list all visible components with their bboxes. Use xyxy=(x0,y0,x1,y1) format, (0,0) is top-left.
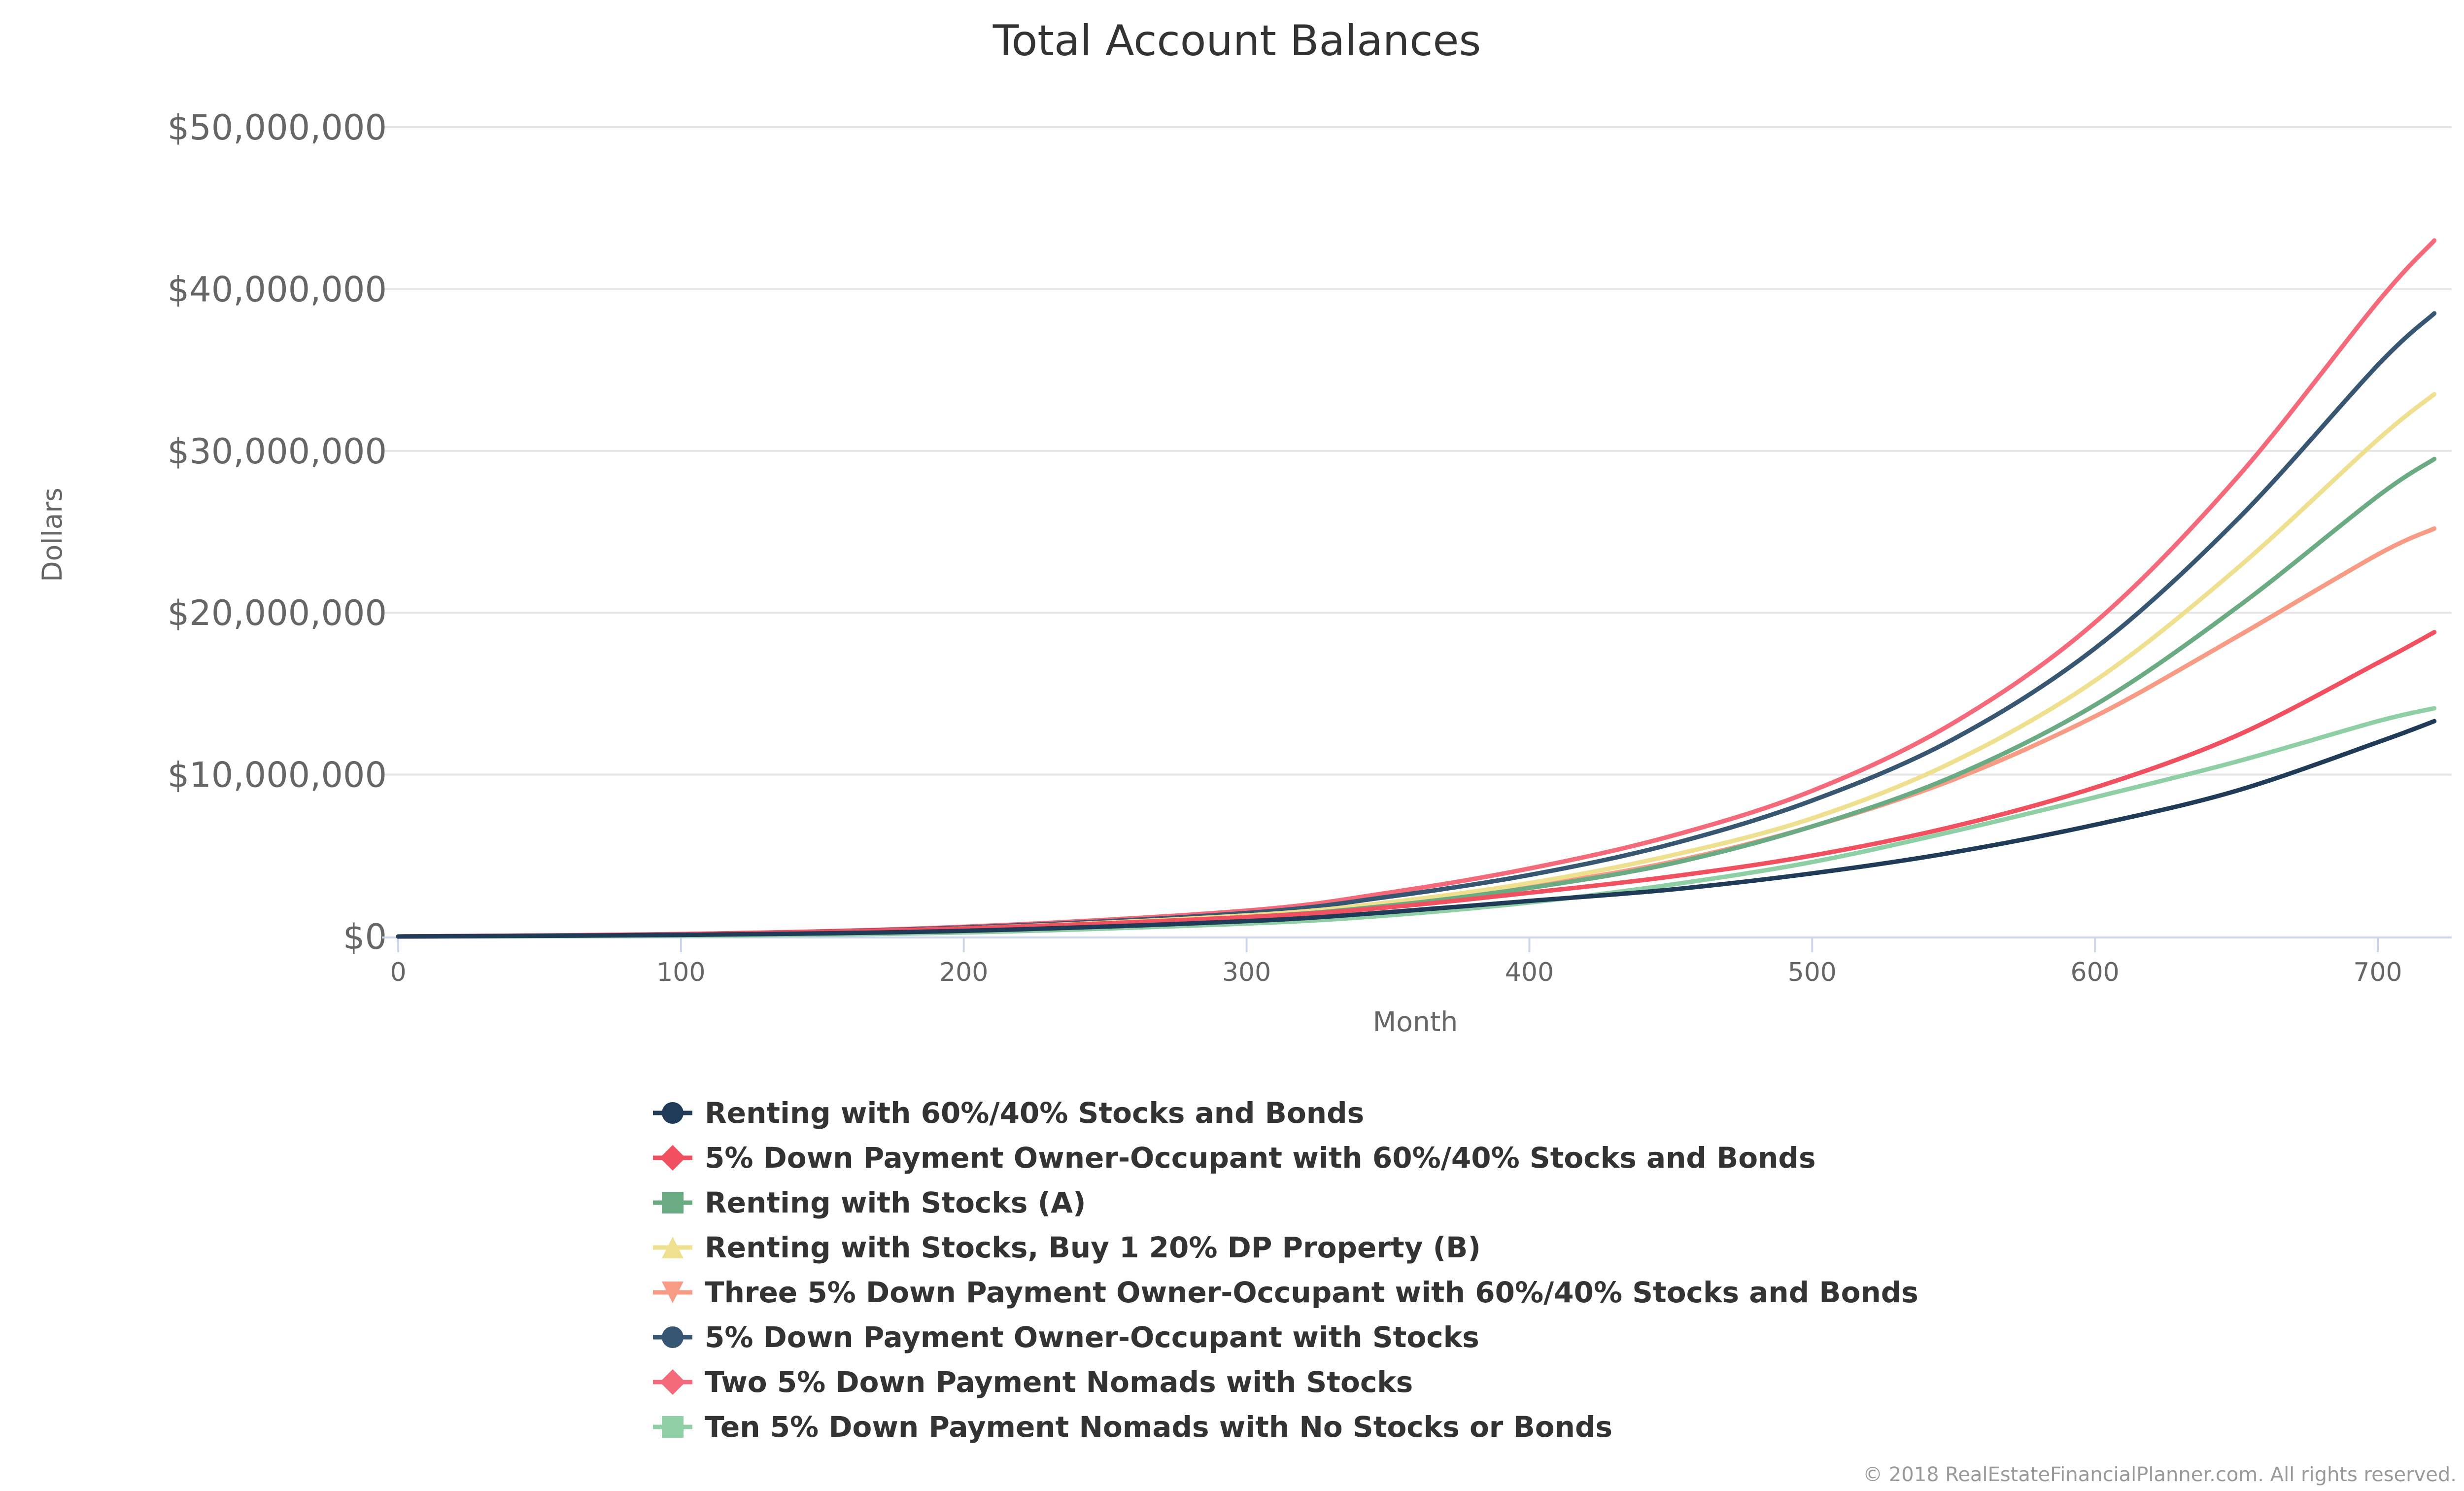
legend-item-6[interactable]: 5% Down Payment Owner-Occupant with Stoc… xyxy=(653,1320,1479,1354)
y-tick-label: $40,000,000 xyxy=(168,269,387,310)
y-axis-label: Dollars xyxy=(36,487,68,582)
x-tick-label: 0 xyxy=(390,958,406,987)
legend-marker-5 xyxy=(662,1282,684,1303)
legend-marker-2 xyxy=(660,1145,685,1171)
series-line-1[interactable] xyxy=(396,719,2437,939)
legend-marker-7 xyxy=(660,1369,685,1395)
x-tick-label: 600 xyxy=(2071,958,2120,987)
legend-label-4: Renting with Stocks, Buy 1 20% DP Proper… xyxy=(705,1231,1481,1264)
legend-label-7: Two 5% Down Payment Nomads with Stocks xyxy=(705,1365,1413,1399)
legend-label-5: Three 5% Down Payment Owner-Occupant wit… xyxy=(705,1276,1918,1309)
legend-item-3[interactable]: Renting with Stocks (A) xyxy=(653,1186,1086,1219)
copyright-credit: © 2018 RealEstateFinancialPlanner.com. A… xyxy=(1863,1463,2457,1486)
chart-title: Total Account Balances xyxy=(992,16,1481,66)
legend-label-6: 5% Down Payment Owner-Occupant with Stoc… xyxy=(705,1320,1479,1354)
legend-marker-4 xyxy=(662,1237,684,1258)
legend-marker-8 xyxy=(662,1416,684,1438)
legend-item-2[interactable]: 5% Down Payment Owner-Occupant with 60%/… xyxy=(653,1141,1815,1175)
legend-item-5[interactable]: Three 5% Down Payment Owner-Occupant wit… xyxy=(653,1276,1918,1309)
x-axis-label: Month xyxy=(1373,1006,1458,1038)
legend: Renting with 60%/40% Stocks and Bonds 5% … xyxy=(653,1096,1918,1444)
series-lines xyxy=(396,238,2437,939)
y-tick-label: $10,000,000 xyxy=(168,755,387,796)
legend-label-3: Renting with Stocks (A) xyxy=(705,1186,1086,1219)
legend-label-2: 5% Down Payment Owner-Occupant with 60%/… xyxy=(705,1141,1815,1175)
legend-item-1[interactable]: Renting with 60%/40% Stocks and Bonds xyxy=(653,1096,1364,1130)
x-tick-label: 200 xyxy=(939,958,988,987)
legend-label-8: Ten 5% Down Payment Nomads with No Stock… xyxy=(705,1410,1612,1444)
legend-label-1: Renting with 60%/40% Stocks and Bonds xyxy=(705,1096,1364,1130)
y-axis-ticks: $0 $10,000,000 $20,000,000 $30,000,000 $40,0… xyxy=(168,107,387,957)
x-tick-label: 400 xyxy=(1505,958,1554,987)
legend-item-8[interactable]: Ten 5% Down Payment Nomads with No Stock… xyxy=(653,1410,1612,1444)
x-tick-label: 500 xyxy=(1788,958,1837,987)
legend-item-7[interactable]: Two 5% Down Payment Nomads with Stocks xyxy=(653,1365,1413,1399)
x-tick-label: 300 xyxy=(1222,958,1271,987)
y-tick-label: $30,000,000 xyxy=(168,431,387,472)
x-tick-label: 100 xyxy=(656,958,705,987)
x-axis-ticks: 0 100 200 300 400 500 600 700 xyxy=(390,937,2402,987)
legend-item-4[interactable]: Renting with Stocks, Buy 1 20% DP Proper… xyxy=(653,1231,1481,1264)
y-tick-label: $20,000,000 xyxy=(168,593,387,633)
x-tick-label: 700 xyxy=(2353,958,2402,987)
legend-marker-1 xyxy=(662,1102,684,1124)
y-tick-label: $50,000,000 xyxy=(168,107,387,148)
legend-marker-3 xyxy=(662,1192,684,1214)
legend-marker-6 xyxy=(662,1326,684,1348)
y-tick-label: $0 xyxy=(343,917,387,957)
